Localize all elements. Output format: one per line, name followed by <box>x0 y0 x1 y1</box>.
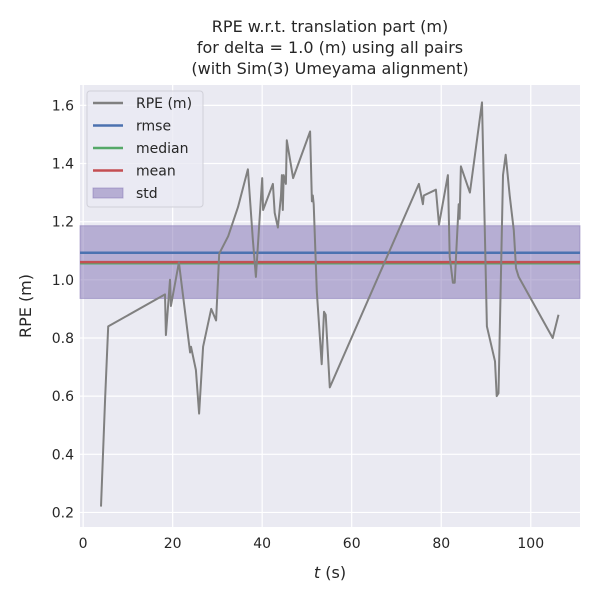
y-axis-label: RPE (m) <box>16 274 35 338</box>
y-tick-label: 0.2 <box>52 505 74 521</box>
legend-label: mean <box>136 164 176 180</box>
legend-swatch-std <box>92 187 124 199</box>
y-tick-label: 0.6 <box>52 389 74 405</box>
legend-label: median <box>136 141 188 157</box>
chart-title-line-2: for delta = 1.0 (m) using all pairs <box>197 38 463 57</box>
rpe-line <box>100 101 560 507</box>
x-tick-label: 60 <box>343 536 361 552</box>
chart-title-line-1: RPE w.r.t. translation part (m) <box>212 17 448 36</box>
legend-box <box>86 90 204 208</box>
legend-label: RPE (m) <box>136 96 192 112</box>
x-axis-label: t (s) <box>314 563 346 582</box>
x-tick-label: 40 <box>253 536 271 552</box>
y-tick-label: 0.4 <box>52 447 74 463</box>
x-tick-label: 0 <box>79 536 88 552</box>
x-tick-label: 80 <box>432 536 450 552</box>
y-tick-label: 0.8 <box>52 331 74 347</box>
chart-title-line-3: (with Sim(3) Umeyama alignment) <box>191 59 468 78</box>
y-tick-label: 1.0 <box>52 273 74 289</box>
legend-label: std <box>136 186 158 202</box>
x-tick-label: 100 <box>517 536 544 552</box>
y-tick-label: 1.6 <box>52 98 74 114</box>
legend-label: rmse <box>136 119 171 135</box>
y-tick-label: 1.2 <box>52 215 74 231</box>
x-tick-label: 20 <box>164 536 182 552</box>
legend: RPE (m) rmse median mean std <box>86 90 204 208</box>
y-tick-label: 1.4 <box>52 157 74 173</box>
